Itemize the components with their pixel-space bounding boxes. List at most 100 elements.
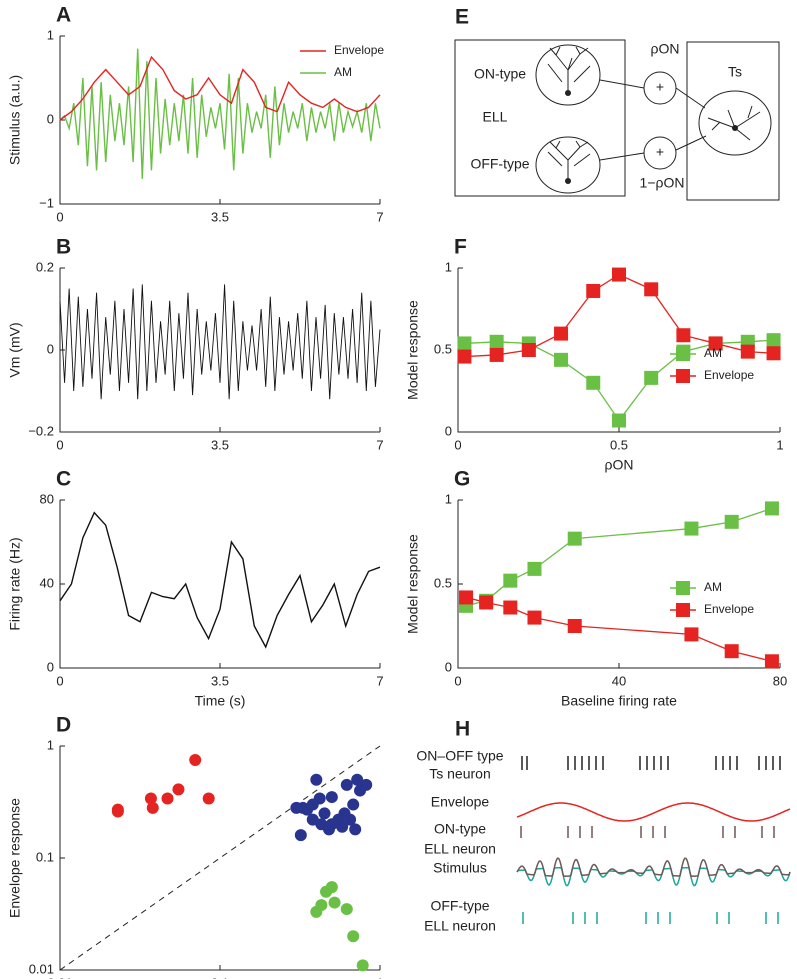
row-label: Stimulus xyxy=(433,860,487,876)
x-tick-label: 1 xyxy=(776,437,783,452)
ts-cell xyxy=(698,90,772,156)
y-axis-label: Model response xyxy=(405,300,421,400)
marker xyxy=(567,619,582,633)
label: ELL xyxy=(483,109,508,125)
point xyxy=(310,773,323,786)
identity-line xyxy=(59,745,381,971)
point xyxy=(161,792,174,805)
y-axis-label: Firing rate (Hz) xyxy=(7,537,23,630)
y-tick-label: −0.2 xyxy=(28,423,54,438)
point xyxy=(344,813,357,826)
point xyxy=(315,899,328,912)
marker xyxy=(503,600,518,615)
x-tick-label: 0 xyxy=(56,209,63,224)
row-label: ON–OFF type xyxy=(416,748,503,764)
schematic-h: H xyxy=(455,718,781,924)
marker xyxy=(554,326,569,341)
label: 1−ρON xyxy=(640,175,685,191)
point xyxy=(189,753,202,766)
x-tick-label: 3.5 xyxy=(211,673,229,688)
marker xyxy=(764,654,779,669)
off-dendrites xyxy=(547,140,591,180)
point xyxy=(313,792,326,805)
legend-marker xyxy=(676,603,690,617)
envelope-wave xyxy=(516,802,791,822)
marker xyxy=(567,531,582,546)
label: ON-type xyxy=(474,66,526,82)
series-line xyxy=(59,55,381,121)
ell-box xyxy=(454,39,626,197)
y-tick-label: 1 xyxy=(47,27,54,42)
marker xyxy=(612,267,626,282)
label: + xyxy=(656,79,664,95)
point xyxy=(347,798,360,811)
legend-marker xyxy=(676,347,690,361)
x-tick-label: 0.1 xyxy=(211,975,229,979)
legend-marker xyxy=(676,369,690,383)
x-tick-label: 7 xyxy=(376,437,383,452)
connections xyxy=(599,79,707,161)
panel-letter: B xyxy=(56,236,71,259)
marker xyxy=(489,347,504,362)
on-dendrites xyxy=(547,46,591,92)
row-label: OFF-type xyxy=(430,898,489,914)
y-tick-label: 0 xyxy=(47,659,54,674)
label: OFF-type xyxy=(470,156,529,172)
y-tick-label: 0 xyxy=(445,659,452,674)
x-tick-label: 0 xyxy=(56,673,63,688)
row-label: ELL neuron xyxy=(424,841,496,857)
x-tick-label: 7 xyxy=(376,673,383,688)
point xyxy=(172,783,185,796)
marker xyxy=(457,336,472,351)
point xyxy=(325,791,338,804)
marker xyxy=(459,590,474,605)
spike-train xyxy=(522,912,779,924)
point xyxy=(347,930,360,943)
stimulus-wave xyxy=(516,857,791,877)
point xyxy=(328,896,341,909)
marker xyxy=(676,328,691,343)
point xyxy=(360,778,373,791)
marker xyxy=(612,413,626,428)
point xyxy=(351,773,364,786)
marker xyxy=(644,282,659,297)
y-tick-label: 0.5 xyxy=(434,341,452,356)
marker xyxy=(489,334,504,349)
x-axis-label: Baseline firing rate xyxy=(561,693,677,709)
y-tick-label: 1 xyxy=(47,737,54,752)
axis-line xyxy=(457,268,780,433)
x-axis-label: ρON xyxy=(605,457,634,473)
x-tick-label: 0 xyxy=(454,673,461,688)
spike-train xyxy=(520,826,775,838)
panel-letter: D xyxy=(56,714,71,737)
y-tick-label: 0 xyxy=(47,111,54,126)
x-tick-label: 7 xyxy=(376,209,383,224)
marker xyxy=(586,375,601,390)
row-label: ON-type xyxy=(434,821,486,837)
point xyxy=(349,823,362,836)
diagram-e: E ON-type ELL OFF-type ρON 1−ρON + + Ts xyxy=(454,6,780,201)
label: ρON xyxy=(651,41,680,57)
legend-label: AM xyxy=(334,65,352,79)
y-tick-label: −1 xyxy=(39,195,54,210)
y-tick-label: 0.01 xyxy=(29,961,54,976)
marker xyxy=(586,283,601,298)
panel-letter: G xyxy=(454,468,470,491)
x-tick-label: 40 xyxy=(612,673,626,688)
point xyxy=(294,829,307,842)
marker xyxy=(766,346,781,361)
panel-letter: A xyxy=(56,4,71,27)
point xyxy=(340,903,353,916)
panel-letter: F xyxy=(454,236,467,259)
y-axis-label: Vm (mV) xyxy=(7,322,23,377)
point xyxy=(325,881,338,894)
label: Ts xyxy=(728,64,742,80)
row-label: Envelope xyxy=(431,794,490,810)
y-tick-label: 0.1 xyxy=(36,849,54,864)
series-line xyxy=(59,511,381,649)
marker xyxy=(708,336,723,351)
x-axis-label: Time (s) xyxy=(195,693,246,709)
marker xyxy=(554,352,569,367)
label: + xyxy=(656,144,664,160)
marker xyxy=(457,349,472,364)
